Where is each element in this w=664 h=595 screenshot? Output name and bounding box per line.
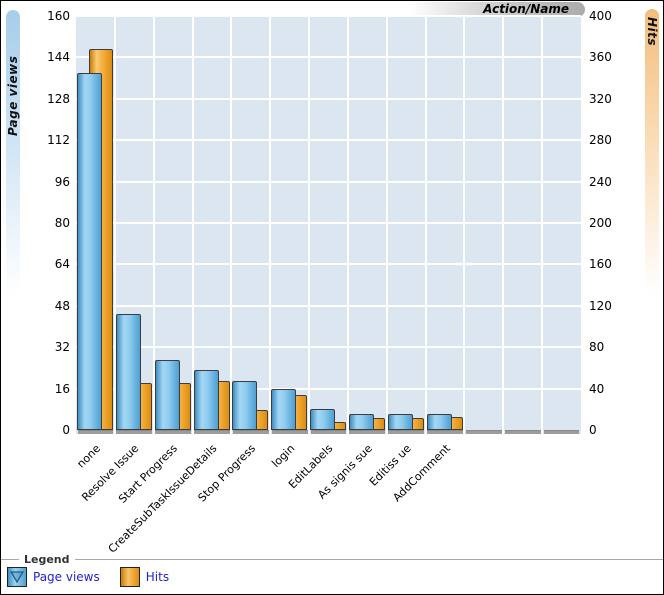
right-axis-title: Hits: [645, 17, 659, 47]
gridline-v: [541, 16, 544, 434]
x-axis-title: Action/Name: [483, 2, 569, 16]
gridline-v: [385, 16, 388, 434]
bar-platform: [77, 430, 114, 434]
bar-platform: [271, 430, 308, 434]
x-axis-title-pill: Action/Name: [409, 2, 585, 17]
y-tick-right: 40: [589, 381, 605, 396]
y-tick-left: 160: [47, 9, 70, 23]
legend-item-hits: Hits: [119, 567, 170, 587]
gridline-h: [76, 222, 581, 224]
y-tick-right: 360: [589, 50, 612, 65]
y-tick-right: 320: [589, 91, 612, 106]
y-tick-right: 200: [589, 216, 612, 230]
gridline-v: [269, 16, 272, 434]
gridline-h: [76, 139, 581, 142]
right-axis-title-pill: Hits: [645, 9, 659, 295]
y-tick-left: 16: [54, 381, 70, 396]
bar-platform: [232, 430, 269, 434]
left-axis-title-pill: Page views: [6, 10, 20, 296]
gridline-v: [346, 16, 349, 434]
gridline-v: [308, 16, 311, 434]
gridline-h: [76, 346, 581, 349]
page-views-bar: [271, 388, 297, 430]
gridline-h: [76, 387, 581, 390]
page-views-bar: [154, 360, 180, 430]
x-category-label: login: [268, 441, 297, 471]
gridline-h: [76, 263, 581, 266]
y-tick-left: 80: [54, 216, 70, 230]
y-tick-left: 48: [54, 298, 70, 313]
y-tick-left: 96: [54, 174, 70, 189]
y-tick-left: 0: [62, 423, 70, 437]
legend-label-hits: Hits: [145, 570, 170, 584]
gridline-h: [76, 97, 581, 100]
y-tick-right: 80: [589, 340, 605, 355]
gridline-v: [113, 16, 116, 434]
triangle-down-icon: [10, 571, 24, 583]
y-tick-right: 0: [589, 423, 597, 437]
page-views-swatch-icon: [7, 567, 27, 587]
left-axis-title: Page views: [6, 55, 20, 136]
bar-platform: [349, 430, 386, 434]
page-views-bar: [387, 414, 413, 430]
x-category-label: none: [74, 441, 103, 471]
page-views-bar: [77, 72, 102, 430]
bar-platform: [310, 430, 347, 434]
y-tick-left: 144: [47, 50, 70, 65]
page-views-bar: [193, 370, 219, 430]
y-tick-right: 160: [589, 257, 612, 272]
bar-platform: [155, 430, 192, 434]
gridline-h: [76, 180, 581, 183]
y-tick-left: 112: [47, 133, 70, 148]
page-views-bar: [115, 313, 141, 430]
gridline-v: [230, 16, 233, 434]
gridline-v: [463, 16, 466, 434]
page-views-bar: [348, 414, 374, 430]
legend-title: Legend: [19, 553, 75, 566]
gridline-v: [191, 16, 194, 434]
page-views-bar: [232, 380, 258, 430]
legend-rule: [1, 559, 663, 560]
hits-swatch-icon: [119, 567, 140, 587]
plot-area: [76, 15, 581, 434]
gridline-h: [76, 15, 581, 17]
y-tick-left: 32: [54, 340, 70, 355]
y-tick-left: 64: [54, 257, 70, 272]
gridline-h: [76, 56, 581, 59]
y-tick-right: 240: [589, 174, 612, 189]
bar-platform: [116, 430, 153, 434]
y-tick-right: 400: [589, 9, 612, 23]
bar-platform: [388, 430, 425, 434]
gridline-v: [502, 16, 505, 434]
bar-platform: [504, 430, 541, 434]
legend-label-page-views: Page views: [33, 570, 100, 584]
bar-platform: [427, 430, 463, 434]
legend: Legend Page views Hits: [1, 553, 663, 594]
gridline-h: [76, 304, 581, 307]
y-tick-left: 128: [47, 91, 70, 106]
y-tick-right: 120: [589, 298, 612, 313]
gridline-v: [152, 16, 155, 434]
bar-platform: [465, 430, 502, 434]
gridline-v: [424, 16, 427, 434]
page-views-bar: [426, 414, 452, 430]
bar-platform: [543, 430, 580, 434]
y-tick-right: 280: [589, 133, 612, 148]
bar-platform: [194, 430, 230, 434]
page-views-bar: [310, 409, 336, 430]
legend-item-page-views: Page views: [7, 567, 100, 587]
